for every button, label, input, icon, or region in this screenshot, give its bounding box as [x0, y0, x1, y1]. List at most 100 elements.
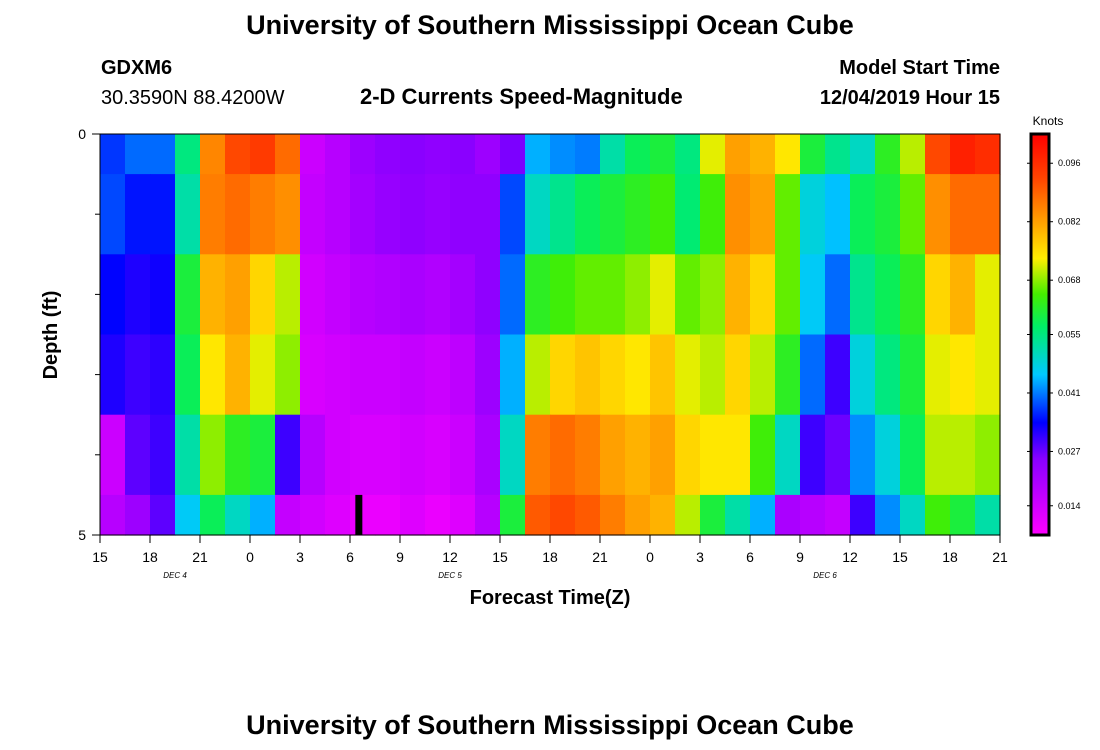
x-tick-label: 0 [246, 549, 254, 565]
heatmap-cell [925, 254, 951, 336]
heatmap-cell [475, 414, 501, 496]
heatmap-cell [225, 334, 251, 416]
heatmap-cell [275, 174, 301, 255]
heatmap-cell [150, 134, 176, 175]
heatmap-cell [800, 494, 826, 536]
heatmap-cell [275, 414, 301, 496]
heatmap-cell [250, 334, 276, 416]
x-tick-label: 9 [396, 549, 404, 565]
heatmap-cell [425, 334, 451, 416]
heatmap-cell [300, 494, 326, 536]
heatmap-cell [875, 334, 901, 416]
heatmap-cell [175, 134, 201, 175]
heatmap-cell [675, 414, 701, 496]
heatmap-cell [625, 494, 651, 536]
colorbar-tick-label: 0.068 [1058, 275, 1081, 285]
x-tick-label: 18 [942, 549, 958, 565]
heatmap-cell [800, 414, 826, 496]
heatmap-cell [375, 254, 401, 336]
x-tick-label: 12 [842, 549, 858, 565]
heatmap-cell [725, 494, 751, 536]
station-coords: 30.3590N 88.4200W [101, 87, 285, 109]
heatmap-cell [575, 134, 601, 175]
heatmap-cell [100, 334, 126, 416]
heatmap-cell [875, 494, 901, 536]
heatmap-cell [350, 134, 376, 175]
heatmap-cell [975, 334, 1001, 416]
heatmap-cell [625, 414, 651, 496]
heatmap-cell [500, 134, 526, 175]
heatmap-cell [300, 134, 326, 175]
heatmap-cell [975, 134, 1001, 175]
chart-title: 2-D Currents Speed-Magnitude [360, 84, 683, 109]
heatmap-cell [850, 134, 876, 175]
heatmap-cell [250, 494, 276, 536]
heatmap-cell [150, 334, 176, 416]
heatmap-cell [600, 494, 626, 536]
heatmap-cell [750, 414, 776, 496]
heatmap-cell [825, 254, 851, 336]
heatmap-cell [225, 414, 251, 496]
x-tick-label: 21 [592, 549, 608, 565]
heatmap-cell [125, 254, 151, 336]
model-start-label: Model Start Time [839, 57, 1000, 79]
heatmap-cell [125, 334, 151, 416]
x-tick-label: 12 [442, 549, 458, 565]
heatmap-chart: 15 18 21 0 3 6 9 12 15 18 21 0 3 6 9 12 15 18 21 DEC 4 DEC 5… [40, 114, 1081, 609]
heatmap-cell [400, 414, 426, 496]
heatmap-cell [750, 254, 776, 336]
heatmap-cell [150, 494, 176, 536]
heatmap-cell [725, 254, 751, 336]
heatmap-cell [775, 334, 801, 416]
heatmap-cell [425, 494, 451, 536]
heatmap-cell [550, 334, 576, 416]
heatmap-cell [325, 334, 351, 416]
heatmap-cell [525, 494, 551, 536]
heatmap-cell [850, 174, 876, 255]
heatmap-cell [275, 334, 301, 416]
heatmap-cell [175, 174, 201, 255]
heatmap-cell [875, 134, 901, 175]
heatmap-cell [150, 254, 176, 336]
heatmap-cell [200, 334, 226, 416]
heatmap-cell [125, 494, 151, 536]
colorbar-scale [1029, 132, 1051, 537]
heatmap-cell [400, 494, 426, 536]
heatmap-cell [650, 494, 676, 536]
heatmap-cell [525, 254, 551, 336]
heatmap-cell [675, 254, 701, 336]
heatmap-cell [950, 334, 976, 416]
heatmap-cell [900, 254, 926, 336]
heatmap-cell [825, 334, 851, 416]
heatmap-cell [400, 254, 426, 336]
heatmap-cell [500, 414, 526, 496]
x-tick-label: 21 [192, 549, 208, 565]
heatmap-cell [725, 134, 751, 175]
heatmap-cell [300, 174, 326, 255]
heatmap-cell [950, 174, 976, 255]
y-tick-label: 5 [78, 527, 86, 543]
heatmap-cell [550, 494, 576, 536]
heatmap-cell [900, 334, 926, 416]
heatmap-cell [450, 174, 476, 255]
heatmap-cell [275, 494, 301, 536]
heatmap-cell [775, 254, 801, 336]
heatmap-cell [475, 494, 501, 536]
heatmap-cell [375, 414, 401, 496]
y-axis-label: Depth (ft) [40, 291, 62, 380]
heatmap-cell [325, 174, 351, 255]
heatmap-cell [675, 494, 701, 536]
heatmap-cell [925, 134, 951, 175]
heatmap-cell [400, 174, 426, 255]
heatmap-cell [725, 414, 751, 496]
heatmap-cell [600, 174, 626, 255]
heatmap-cell [250, 134, 276, 175]
heatmap-cell [600, 254, 626, 336]
heatmap-cell [250, 254, 276, 336]
heatmap-cell [500, 334, 526, 416]
heatmap-cell [325, 494, 351, 536]
colorbar-tick-label: 0.027 [1058, 446, 1081, 456]
heatmap-cell [300, 414, 326, 496]
page-title: University of Southern Mississippi Ocean… [246, 10, 854, 40]
heatmap-cell [250, 414, 276, 496]
